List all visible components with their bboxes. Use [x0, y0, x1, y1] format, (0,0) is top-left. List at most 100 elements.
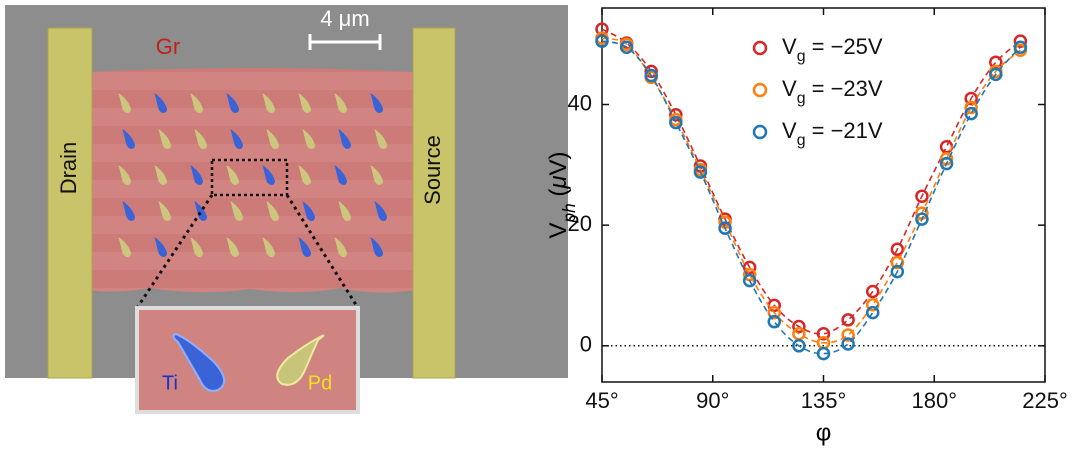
particle: [298, 237, 311, 257]
data-point: [964, 91, 978, 106]
particle: [226, 93, 239, 113]
sem-image: 4 μm Gr Drain Source Ti Pd: [5, 5, 568, 414]
particle: [374, 129, 387, 149]
scale-label: 4 μm: [320, 6, 369, 31]
particle-array: [118, 93, 387, 257]
data-point: [792, 319, 806, 334]
particle: [334, 237, 347, 257]
particle: [370, 165, 383, 185]
pd-label: Pd: [308, 372, 332, 394]
particle: [154, 93, 167, 113]
particle: [338, 201, 351, 221]
particle: [370, 93, 383, 113]
data-point: [841, 313, 855, 327]
particle: [194, 201, 207, 221]
particle: [122, 129, 135, 149]
source-label: Source: [420, 135, 445, 205]
data-point: [669, 115, 683, 130]
legend-label: Vg = −21V: [782, 118, 883, 149]
particle: [122, 201, 135, 221]
x-tick-label: 180°: [911, 388, 957, 413]
particle: [338, 129, 351, 149]
data-point: [841, 328, 855, 342]
graphene-label: Gr: [156, 34, 180, 59]
particle: [190, 165, 203, 185]
particle: [266, 201, 279, 221]
particle: [298, 165, 311, 185]
x-tick-label: 225°: [1022, 388, 1068, 413]
data-point: [669, 108, 683, 122]
data-point: [989, 67, 1003, 82]
data-point: [1013, 34, 1028, 48]
particle: [298, 93, 311, 113]
data-point: [964, 100, 978, 115]
drain-label: Drain: [56, 142, 81, 195]
source-electrode: [412, 27, 456, 379]
x-tick-label: 90°: [696, 388, 729, 413]
y-tick-label: 20: [568, 211, 592, 236]
x-axis-label: φ: [816, 419, 832, 446]
data-point: [742, 273, 757, 288]
particle: [190, 237, 203, 257]
data-point: [865, 305, 880, 320]
data-point: [890, 255, 905, 270]
particle: [226, 237, 239, 257]
data-point: [619, 40, 634, 54]
zoom-box: [210, 158, 289, 197]
particle: [190, 93, 203, 113]
particle: [230, 129, 243, 149]
ti-particle: [172, 332, 225, 392]
data-point: [939, 156, 954, 171]
data-point: [915, 212, 929, 226]
particle: [118, 237, 131, 257]
particle: [158, 129, 171, 149]
y-axis-label: Vph (μV): [545, 151, 578, 238]
particle: [302, 129, 315, 149]
chart: 45° 90° 135° 180° 225° 0 20 40 φ Vph (μV) Vg = −25…: [545, 7, 1068, 446]
particle: [302, 201, 315, 221]
particle: [194, 129, 207, 149]
data-point: [865, 284, 880, 299]
zoom-line: [135, 194, 214, 309]
particle: [334, 93, 347, 113]
data-point: [816, 346, 831, 361]
particle: [118, 165, 131, 185]
data-point: [718, 221, 732, 235]
data-point: [595, 34, 609, 48]
particle: [118, 93, 131, 113]
particle: [262, 93, 275, 113]
data-point: [890, 242, 905, 257]
data-point: [841, 337, 855, 351]
particle: [334, 165, 347, 185]
data-point: [742, 260, 757, 275]
data-point: [767, 305, 782, 320]
plot-frame: [601, 7, 1046, 383]
particle: [226, 165, 239, 185]
particle: [262, 237, 275, 257]
data-point: [693, 165, 708, 179]
x-tick-label: 45°: [585, 388, 618, 413]
drain-electrode: [47, 27, 93, 379]
data-point: [915, 189, 929, 203]
data-point: [865, 298, 880, 312]
legend-marker: [752, 40, 768, 56]
particle: [230, 201, 243, 221]
particle: [266, 129, 279, 149]
legend-label: Vg = −23V: [782, 76, 883, 107]
graphene-flake: [88, 68, 415, 293]
particle: [154, 237, 167, 257]
particle: [262, 165, 275, 185]
pd-particle: [276, 334, 325, 386]
inset: [135, 306, 360, 414]
legend-marker: [752, 82, 768, 98]
particle: [374, 201, 387, 221]
legend-marker: [752, 124, 768, 140]
data-point: [964, 106, 978, 121]
y-tick-label: 40: [568, 90, 592, 115]
y-tick-label: 0: [580, 332, 592, 357]
data-point: [792, 339, 806, 353]
data-point: [890, 264, 905, 279]
ti-label: Ti: [162, 372, 178, 394]
